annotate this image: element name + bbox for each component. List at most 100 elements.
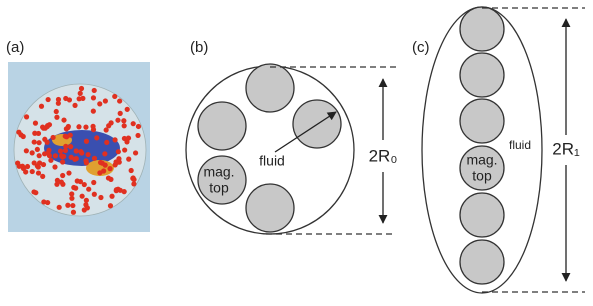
molecule-atom	[40, 124, 46, 130]
magnetic-particle	[459, 145, 505, 191]
molecule-atom	[52, 164, 58, 170]
molecule-atom	[90, 108, 96, 114]
particle	[245, 183, 295, 233]
molecule-atom	[97, 159, 104, 166]
dimension-label: 2R₀	[369, 146, 398, 165]
molecule-atom	[112, 137, 118, 143]
molecule-atom	[135, 132, 141, 139]
molecule	[15, 85, 142, 215]
molecule-atom	[124, 106, 130, 112]
molecule-atom	[16, 129, 22, 135]
molecule-atom	[122, 147, 128, 153]
molecule-atom	[32, 130, 38, 136]
molecule-atom	[31, 139, 37, 145]
molecule-atom	[60, 172, 66, 179]
molecule-atom	[81, 181, 87, 188]
molecule-atom	[65, 202, 71, 208]
molecule-atom	[54, 181, 60, 187]
molecule-atom	[76, 96, 82, 102]
molecule-atom	[23, 148, 29, 154]
molecule-atom	[91, 179, 97, 186]
molecule-atom	[90, 123, 96, 129]
molecule-atom	[121, 135, 128, 142]
molecule-atom	[33, 190, 39, 196]
particle	[459, 52, 505, 98]
mag-top-label: top	[209, 180, 229, 196]
molecule-atom	[83, 138, 90, 144]
molecule-atom	[71, 184, 77, 191]
molecule-atom	[121, 189, 127, 195]
molecule-atom	[109, 193, 115, 199]
molecule-atom	[55, 100, 61, 106]
molecule-atom	[107, 166, 113, 172]
molecule-atom	[23, 114, 30, 120]
molecule-atom	[57, 148, 64, 154]
molecule-atom	[61, 117, 67, 123]
molecule-atom	[91, 155, 98, 161]
molecule-atom	[40, 161, 47, 168]
molecule-atom	[103, 127, 109, 133]
fluid-label: fluid	[509, 138, 531, 152]
molecule-atom	[115, 117, 121, 123]
molecule-atom	[90, 95, 97, 101]
molecule-atom	[83, 158, 89, 164]
molecule-atom	[121, 118, 127, 124]
mag-top-label: mag.	[203, 164, 234, 180]
molecule-atom	[85, 151, 91, 158]
molecule-atom	[94, 135, 100, 141]
particle	[459, 239, 505, 285]
molecule-atom	[117, 110, 123, 116]
molecule-atom	[83, 197, 89, 203]
molecule-atom	[102, 162, 108, 168]
molecule-atom	[76, 124, 82, 130]
molecule-atom	[68, 154, 74, 160]
molecule-atom	[115, 149, 121, 155]
molecule-atom	[31, 160, 37, 166]
molecule-atom	[91, 87, 97, 94]
molecule-atom	[38, 103, 45, 109]
particle	[459, 192, 505, 238]
molecule-atom	[91, 191, 97, 197]
panel-label: (a)	[6, 39, 24, 56]
molecule-atom	[20, 165, 27, 172]
molecule-atom	[105, 175, 112, 181]
molecule-atom	[29, 168, 35, 175]
molecule-atom	[63, 143, 69, 149]
molecule-atom	[35, 130, 42, 137]
molecule-atom	[48, 157, 54, 163]
molecule-atom	[54, 177, 61, 183]
molecule-atom	[130, 175, 136, 181]
molecule-atom	[113, 159, 119, 165]
molecule-atom	[107, 203, 114, 209]
molecule-atom	[58, 179, 65, 185]
molecule-atom	[66, 97, 73, 103]
molecule-atom	[130, 121, 136, 127]
molecule-atom	[102, 151, 108, 157]
molecule-atom	[113, 187, 120, 193]
particle	[197, 101, 247, 151]
molecule-atom	[66, 170, 72, 176]
molecule-atom	[86, 186, 92, 192]
molecule-atom	[102, 98, 108, 104]
molecule-atom	[44, 139, 50, 145]
molecule-atom	[69, 195, 75, 201]
molecule-atom	[24, 163, 31, 170]
molecule-core	[44, 130, 120, 166]
molecule-atom	[40, 173, 46, 179]
molecule-atom	[72, 102, 78, 108]
molecule-atom	[65, 123, 71, 130]
dimension-label: 2R₁	[552, 139, 580, 158]
molecule-atom	[59, 154, 66, 160]
molecule-atom	[98, 194, 104, 201]
molecule-atom	[52, 153, 58, 159]
molecule-atom	[68, 144, 74, 150]
molecule-atom	[42, 151, 48, 157]
molecule-atom	[79, 193, 85, 199]
molecule-atom	[45, 96, 51, 103]
molecule-atom	[35, 170, 42, 176]
molecule-atom	[15, 160, 21, 166]
molecule-atom	[36, 140, 42, 146]
molecule-atom	[73, 148, 79, 154]
molecule-atom	[36, 153, 42, 159]
